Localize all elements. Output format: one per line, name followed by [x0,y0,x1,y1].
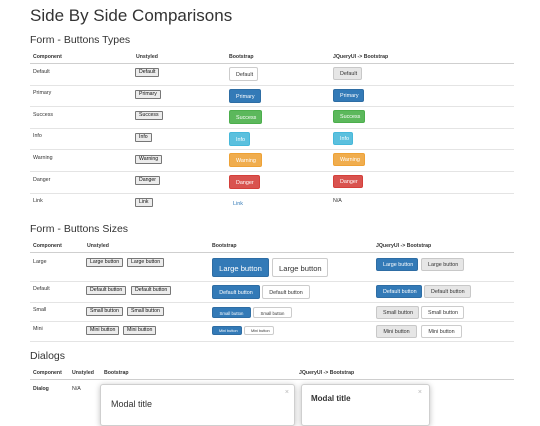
jqueryui-info-button[interactable]: Info [333,132,353,145]
bootstrap-info-button[interactable]: Info [229,132,250,146]
types-row-default-label: Default [33,69,50,75]
types-header-bootstrap: Bootstrap [229,54,254,60]
unstyled-info-button[interactable]: Info [135,133,152,142]
unstyled-mini-button-2[interactable]: Mini button [123,326,157,335]
bootstrap-success-button[interactable]: Success [229,110,262,124]
jqueryui-default-button[interactable]: Default [333,67,362,80]
bootstrap-default-size-primary-button[interactable]: Default button [212,285,260,299]
jqueryui-mini-primary-button[interactable]: Mini button [376,325,417,338]
jqueryui-warning-button[interactable]: Warning [333,153,365,166]
unstyled-small-button-2[interactable]: Small button [127,307,164,316]
dialogs-header-component: Component [33,370,62,376]
unstyled-danger-button[interactable]: Danger [135,176,161,185]
bootstrap-small-default-button[interactable]: Small button [253,307,292,318]
bootstrap-large-primary-button[interactable]: Large button [212,258,269,277]
dialogs-header-bootstrap: Bootstrap [104,370,129,376]
types-header-divider [30,63,514,64]
types-row-success-label: Success [33,112,54,118]
unstyled-warning-button[interactable]: Warning [135,155,163,164]
bootstrap-mini-primary-button[interactable]: Mini button [212,326,242,335]
jqueryui-link-na: N/A [333,198,342,204]
types-row-primary-label: Primary [33,90,52,96]
bootstrap-warning-button[interactable]: Warning [229,153,262,167]
unstyled-default-button[interactable]: Default [135,68,160,77]
types-row-link-label: Link [33,198,43,204]
unstyled-success-button[interactable]: Success [135,111,163,120]
dialogs-heading: Dialogs [30,350,66,362]
jqueryui-small-primary-button[interactable]: Small button [376,306,419,319]
sizes-header-jqueryui: JQueryUI -> Bootstrap [376,243,432,249]
unstyled-mini-button-1[interactable]: Mini button [86,326,120,335]
jqueryui-default-size-primary-button[interactable]: Default button [376,285,422,298]
bootstrap-modal-title: Modal title [111,399,153,409]
jqueryui-primary-button[interactable]: Primary [333,89,364,102]
jqueryui-modal-close-icon[interactable]: × [417,389,422,396]
sizes-header-bootstrap: Bootstrap [212,243,237,249]
bootstrap-danger-button[interactable]: Danger [229,175,260,189]
types-header-unstyled: Unstyled [136,54,158,60]
sizes-header-unstyled: Unstyled [87,243,109,249]
unstyled-primary-button[interactable]: Primary [135,90,161,99]
sizes-header-component: Component [33,243,62,249]
jqueryui-large-default-button[interactable]: Large button [421,258,464,271]
jqueryui-default-size-default-button[interactable]: Default button [424,285,471,298]
dialogs-header-unstyled: Unstyled [72,370,94,376]
unstyled-small-button-1[interactable]: Small button [86,307,123,316]
types-heading: Form - Buttons Types [30,34,131,46]
types-header-component: Component [33,54,62,60]
bootstrap-large-default-button[interactable]: Large button [272,258,328,277]
sizes-row-large-label: Large [33,259,47,265]
bootstrap-default-size-default-button[interactable]: Default button [262,285,310,299]
bootstrap-modal-close-icon[interactable]: × [284,389,289,396]
dialogs-row-dialog-label: Dialog [33,386,49,392]
bootstrap-primary-button[interactable]: Primary [229,89,261,103]
types-row-info-label: Info [33,133,42,139]
bootstrap-small-primary-button[interactable]: Small button [212,307,251,318]
types-row-warning-label: Warning [33,155,53,161]
bootstrap-mini-default-button[interactable]: Mini button [244,326,274,335]
unstyled-link-button[interactable]: Link [135,198,153,207]
sizes-row-mini-label: Mini [33,326,43,332]
dialogs-row-unstyled-na: N/A [72,386,81,392]
unstyled-default-size-button-1[interactable]: Default button [86,286,127,295]
jqueryui-danger-button[interactable]: Danger [333,175,363,188]
sizes-heading: Form - Buttons Sizes [30,223,129,235]
unstyled-large-button-1[interactable]: Large button [86,258,124,267]
unstyled-large-button-2[interactable]: Large button [127,258,165,267]
types-header-jqueryui: JQueryUI -> Bootstrap [333,54,389,60]
unstyled-default-size-button-2[interactable]: Default button [131,286,172,295]
types-row-danger-label: Danger [33,177,51,183]
dialogs-header-jqueryui: JQueryUI -> Bootstrap [299,370,355,376]
jqueryui-small-default-button[interactable]: Small button [421,306,464,319]
jqueryui-modal-title: Modal title [311,394,351,403]
bootstrap-modal: × Modal title [100,384,295,426]
jqueryui-modal: × Modal title [301,384,430,426]
bootstrap-default-button[interactable]: Default [229,67,258,81]
sizes-row-default-label: Default [33,286,50,292]
sizes-row-small-label: Small [33,307,47,313]
jqueryui-large-primary-button[interactable]: Large button [376,258,418,271]
jqueryui-mini-default-button[interactable]: Mini button [421,325,462,338]
jqueryui-success-button[interactable]: Success [333,110,365,123]
bootstrap-link-button[interactable]: Link [233,201,243,207]
page-title: Side By Side Comparisons [30,6,233,25]
